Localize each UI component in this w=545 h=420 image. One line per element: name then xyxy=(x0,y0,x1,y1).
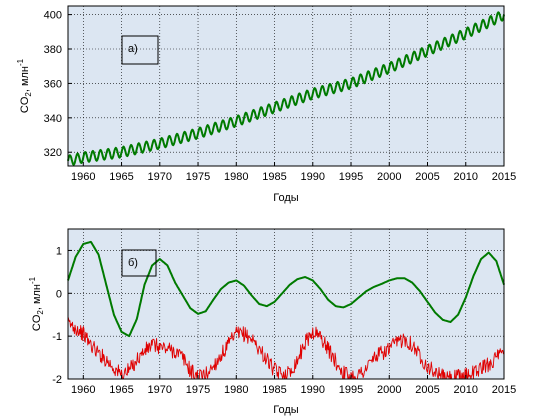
x-tick-label: 1980 xyxy=(224,171,248,183)
plot-area-a xyxy=(68,6,504,166)
x-tick-label: 1960 xyxy=(71,171,95,183)
x-tick-label: 2015 xyxy=(492,384,516,396)
panel-b: 1960 1965 1970 1975 1980 1985 1990 1995 2000 2005… xyxy=(28,228,516,416)
x-tick-label: 1970 xyxy=(148,384,172,396)
y-tick-label: 380 xyxy=(44,44,62,56)
x-axis-label-a: Годы xyxy=(273,192,299,204)
x-tick-label: 1985 xyxy=(262,384,286,396)
x-tick-label: 2010 xyxy=(454,171,478,183)
panel-label-box-a xyxy=(121,35,159,65)
panel-label-b: б) xyxy=(128,257,138,269)
x-ticks-b: 1960 1965 1970 1975 1980 1985 1990 1995 2000 2005… xyxy=(71,375,516,396)
y-tick-label: 400 xyxy=(44,10,62,22)
plot-frame-b xyxy=(67,228,505,380)
y-tick-label: -1 xyxy=(52,331,62,343)
x-ticks-a: 1960 1965 1970 1975 1980 1985 1990 1995 2000 2005… xyxy=(71,162,516,183)
x-tick-label: 1960 xyxy=(71,384,95,396)
x-tick-label: 1975 xyxy=(186,384,210,396)
x-tick-label: 1990 xyxy=(301,171,325,183)
series-line-a-0 xyxy=(67,11,505,166)
x-tick-label: 2015 xyxy=(492,171,516,183)
x-tick-label: 1985 xyxy=(262,171,286,183)
y-axis-label-b: CO2, млн-1 xyxy=(28,276,45,331)
x-tick-label: 1995 xyxy=(339,384,363,396)
y-tick-label: -2 xyxy=(52,374,62,386)
y-ticks-a: 320 340 360 380 400 xyxy=(44,10,72,159)
x-tick-label: 1990 xyxy=(301,384,325,396)
x-tick-label: 1980 xyxy=(224,384,248,396)
x-tick-label: 2000 xyxy=(377,384,401,396)
y-tick-label: 360 xyxy=(44,78,62,90)
x-tick-label: 2000 xyxy=(377,171,401,183)
plot-frame-a xyxy=(67,5,505,167)
x-tick-label: 2005 xyxy=(415,384,439,396)
y-ticks-b: -2 -1 0 1 xyxy=(52,245,72,386)
y-tick-label: 0 xyxy=(56,288,62,300)
y-tick-label: 340 xyxy=(44,113,62,125)
y-tick-label: 320 xyxy=(44,147,62,159)
panel-a: 1960 1965 1970 1975 1980 1985 1990 1995 2000 2005… xyxy=(16,5,516,204)
y-axis-label-a: CO2, млн-1 xyxy=(16,58,33,113)
series-line-b-0 xyxy=(67,240,505,338)
plot-area-b xyxy=(68,229,504,379)
x-axis-label-b: Годы xyxy=(273,404,299,416)
x-tick-label: 2005 xyxy=(415,171,439,183)
x-tick-label: 1975 xyxy=(186,171,210,183)
series-a xyxy=(67,11,505,166)
x-tick-label: 1965 xyxy=(109,384,133,396)
x-tick-label: 1965 xyxy=(109,171,133,183)
x-tick-label: 1995 xyxy=(339,171,363,183)
panel-label-box-b xyxy=(121,249,157,277)
x-tick-label: 2010 xyxy=(454,384,478,396)
y-tick-label: 1 xyxy=(56,245,62,257)
x-tick-label: 1970 xyxy=(148,171,172,183)
panel-label-a: а) xyxy=(128,43,138,55)
